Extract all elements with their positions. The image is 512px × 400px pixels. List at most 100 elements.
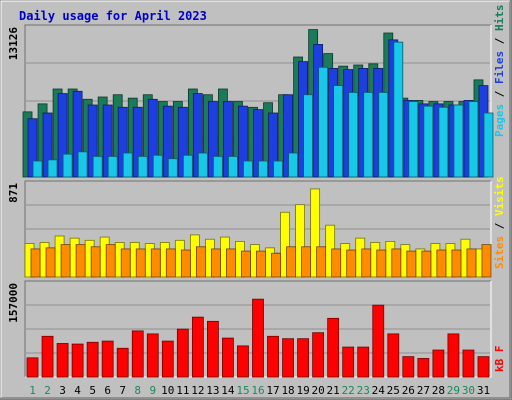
bar-pages (107, 156, 118, 178)
bar-pages (47, 159, 58, 178)
bar-files (238, 105, 248, 178)
x-tick-label: 16 (251, 384, 264, 397)
bar-kbytes (312, 332, 325, 378)
bar-files (117, 106, 128, 178)
bar-files (192, 93, 203, 178)
bar-kbytes (297, 338, 309, 378)
bar-kbytes (56, 343, 69, 378)
bar-sites (211, 248, 221, 278)
bar-pages (32, 160, 43, 178)
x-tick-label: 3 (59, 384, 66, 397)
x-tick-label: 20 (312, 384, 325, 397)
legend-kbytes: kB F (493, 346, 506, 373)
bar-kbytes (222, 337, 234, 378)
bar-pages (303, 94, 313, 178)
bar-pages (333, 85, 344, 178)
y-max-label: 871 (7, 183, 20, 203)
panel-border-dark (24, 280, 491, 377)
bar-sites (226, 248, 236, 278)
bar-files (162, 105, 173, 178)
bar-kbytes (41, 335, 54, 378)
legend-files: Files (493, 51, 506, 84)
bar-sites (436, 249, 447, 278)
bar-kbytes (357, 346, 370, 378)
bar-sites (256, 250, 266, 278)
bar-pages (423, 105, 434, 178)
bar-kbytes (462, 349, 475, 378)
bar-pages (453, 104, 464, 178)
bar-kbytes (191, 316, 204, 378)
bar-sites (180, 249, 191, 278)
legend-hits-files-pages: Pages / Files / Hits (493, 5, 506, 138)
x-tick-label: 9 (149, 384, 156, 397)
bar-sites (90, 246, 101, 278)
bar-pages (77, 151, 88, 178)
legend-separator: / (493, 216, 506, 236)
bar-files (177, 106, 188, 178)
x-tick-label: 7 (119, 384, 126, 397)
bar-visits (310, 188, 321, 278)
x-tick-label: 24 (372, 384, 386, 397)
bar-sites (391, 248, 402, 278)
bar-sites (316, 246, 327, 278)
bar-visits (280, 211, 290, 278)
bar-sites (406, 250, 417, 278)
legend-separator: / (493, 84, 506, 104)
legend-pages: Pages (493, 104, 506, 137)
bar-sites (120, 248, 131, 278)
bar-kbytes (342, 346, 355, 378)
bar-pages (243, 160, 253, 178)
hits-files-pages-panel: 13126 (7, 24, 494, 178)
bar-sites (451, 249, 462, 278)
bar-kbytes (417, 358, 430, 378)
bar-kbytes (282, 338, 294, 378)
x-tick-label: 21 (327, 384, 340, 397)
x-tick-label: 11 (176, 384, 189, 397)
x-axis-labels: 1 2 3 4 5 6 7 8 9 10 11 12 13 14 15 16 17 18 19 20 21 22 23 24 2… (29, 384, 490, 397)
bar-files (102, 104, 113, 178)
x-tick-label: 14 (221, 384, 235, 397)
bar-pages (438, 106, 449, 178)
bar-pages (273, 160, 283, 178)
bar-kbytes (387, 333, 400, 378)
x-tick-label: 4 (74, 384, 81, 397)
bar-sites (376, 249, 387, 278)
bar-sites (165, 248, 176, 278)
bar-pages (408, 101, 419, 178)
x-tick-label: 13 (206, 384, 219, 397)
bar-pages (363, 92, 374, 178)
bar-sites (361, 248, 372, 278)
bar-files (72, 90, 83, 178)
bar-files (283, 94, 293, 178)
bar-files (268, 112, 278, 178)
legend-hits: Hits (493, 5, 506, 32)
bar-sites (45, 247, 56, 278)
bar-sites (135, 248, 146, 278)
x-tick-label: 26 (402, 384, 415, 397)
bar-sites (331, 248, 342, 278)
bar-files (223, 101, 233, 178)
legend-visits-sites: Sites / Visits (493, 176, 506, 269)
x-tick-label: 17 (266, 384, 279, 397)
x-tick-label: 15 (236, 384, 249, 397)
bar-sites (150, 248, 161, 278)
bar-kbytes (237, 345, 249, 378)
x-tick-label: 6 (104, 384, 111, 397)
bar-sites (105, 244, 116, 278)
bar-pages (288, 152, 298, 178)
x-tick-label: 23 (357, 384, 370, 397)
bar-kbytes (327, 317, 340, 378)
x-tick-label: 25 (387, 384, 400, 397)
bar-kbytes (131, 330, 144, 378)
bar-pages (92, 156, 103, 178)
bar-sites (286, 246, 296, 278)
bar-pages (318, 66, 329, 178)
bar-pages (137, 156, 148, 178)
bar-pages (182, 154, 193, 178)
bar-sites (241, 250, 251, 278)
bar-sites (301, 246, 311, 278)
bar-sites (421, 250, 432, 278)
